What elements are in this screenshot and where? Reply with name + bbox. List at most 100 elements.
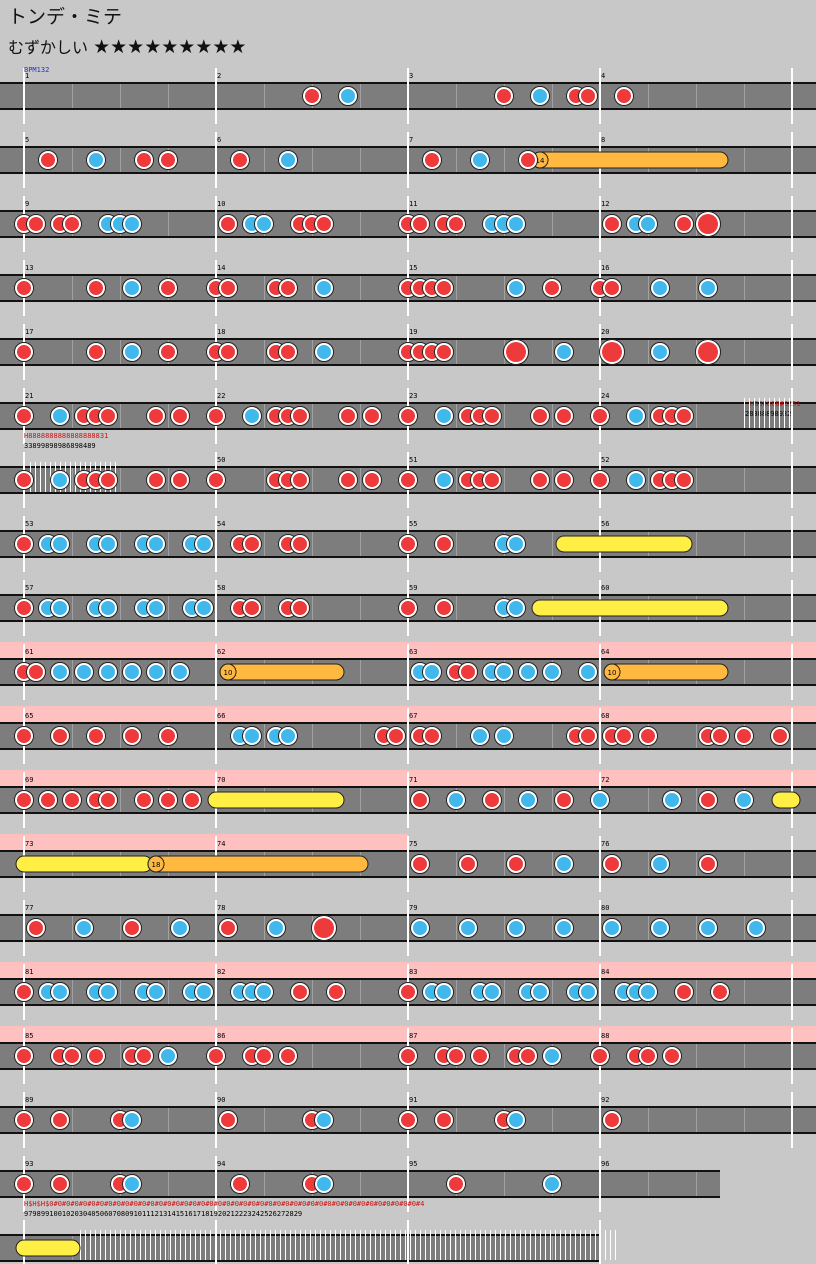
beat-line [360, 916, 361, 940]
measure-number: 92 [601, 1096, 609, 1104]
difficulty-stars: ★★★★★★★★★ [93, 36, 247, 58]
ka-note-face [545, 1049, 559, 1063]
tick-line [475, 1230, 476, 1260]
tick-line [759, 398, 760, 428]
ka-note-face [101, 601, 115, 615]
tick-line [450, 1230, 451, 1260]
bar-line [407, 772, 409, 828]
don-note-face [221, 281, 235, 295]
don-note-face [137, 793, 151, 807]
tick-line [300, 1230, 301, 1260]
beat-line [456, 724, 457, 748]
beat-line [744, 276, 745, 300]
beat-line [456, 1108, 457, 1132]
beat-line [120, 660, 121, 684]
don-note-face [593, 1049, 607, 1063]
ka-note-face [53, 665, 67, 679]
beat-line [264, 724, 265, 748]
don-note-face [641, 1049, 655, 1063]
tick-line [105, 1230, 106, 1260]
beat-line [264, 276, 265, 300]
beat-line [504, 148, 505, 172]
tick-line [160, 1230, 161, 1260]
bar-line [791, 324, 793, 380]
measure-number: 7 [409, 136, 413, 144]
tick-line [35, 462, 36, 492]
ka-note-face [473, 729, 487, 743]
measure-number: 62 [217, 648, 225, 656]
tick-line [165, 1230, 166, 1260]
ka-note-face [101, 985, 115, 999]
measure-number: 67 [409, 712, 417, 720]
beat-line [696, 276, 697, 300]
beat-line [696, 788, 697, 812]
drumroll-note [15, 1239, 81, 1257]
bar-line [23, 900, 25, 956]
beat-line [72, 84, 73, 108]
bar-line [599, 964, 601, 1020]
don-note-face [557, 409, 571, 423]
drumroll-count: 18 [152, 861, 161, 869]
tick-line [779, 398, 780, 428]
don-note-face [593, 473, 607, 487]
tick-line [185, 1230, 186, 1260]
tick-line [460, 1230, 461, 1260]
ka-note-face [473, 153, 487, 167]
beat-line [120, 980, 121, 1004]
ka-note-face [497, 665, 511, 679]
beat-line [696, 1108, 697, 1132]
lane-edge-top [0, 1170, 720, 1172]
measure-number: 11 [409, 200, 417, 208]
beat-line [360, 404, 361, 428]
don-note-face [605, 1113, 619, 1127]
measure-number: 69 [25, 776, 33, 784]
bar-line [791, 708, 793, 764]
ka-note-face [245, 409, 259, 423]
bar-line [791, 836, 793, 892]
beat-line [456, 276, 457, 300]
measure-number: 74 [217, 840, 225, 848]
tick-line [45, 462, 46, 492]
tick-line [325, 1230, 326, 1260]
beat-line [456, 852, 457, 876]
don-note-face [41, 793, 55, 807]
tick-line [120, 1230, 121, 1260]
don-note-face [413, 857, 427, 871]
beat-line [360, 148, 361, 172]
measure-number: 10 [217, 200, 225, 208]
beat-line [72, 916, 73, 940]
tick-line [195, 1230, 196, 1260]
don-note-face [425, 729, 439, 743]
beat-line [456, 404, 457, 428]
bar-line [23, 132, 25, 188]
measure-number: 90 [217, 1096, 225, 1104]
don-note-face [17, 1177, 31, 1191]
don-note-face [581, 729, 595, 743]
beat-line [264, 532, 265, 556]
beat-line [120, 148, 121, 172]
beat-line [72, 660, 73, 684]
tick-line [789, 398, 790, 428]
tick-line [375, 1230, 376, 1260]
beat-line [504, 276, 505, 300]
beat-line [552, 1236, 553, 1260]
don-note-face [533, 473, 547, 487]
ka-note-face [737, 793, 751, 807]
tick-line [125, 1230, 126, 1260]
beat-line [648, 788, 649, 812]
beat-line [72, 148, 73, 172]
ka-note-face [521, 793, 535, 807]
measure-number: 6 [217, 136, 221, 144]
ka-note-face [317, 1113, 331, 1127]
ka-note-face [509, 281, 523, 295]
beat-line [648, 276, 649, 300]
beat-line [696, 852, 697, 876]
tick-marker-sub: 28888898932 [745, 410, 791, 418]
beat-line [168, 1108, 169, 1132]
don-note-face [293, 473, 307, 487]
don-note-face [506, 342, 526, 362]
beat-line [72, 468, 73, 492]
beat-line [72, 404, 73, 428]
bar-line [791, 644, 793, 700]
bar-line [791, 132, 793, 188]
